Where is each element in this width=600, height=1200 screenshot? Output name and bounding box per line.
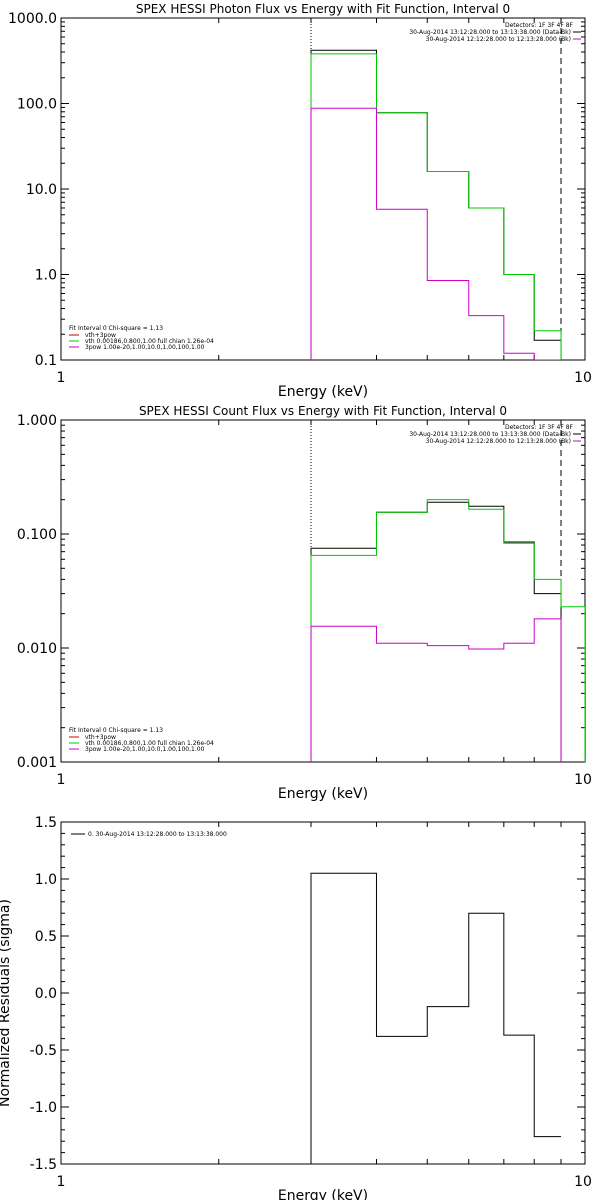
- y-tick-label: -0.5: [30, 1043, 57, 1059]
- series-line-0: [310, 872, 562, 1164]
- plot-3: 1.5 1.0 0.5 0.0 -0.5 -1.0 -1.51 10 Energy (keV) N…: [0, 815, 592, 1200]
- legend-entry: vth+3pow: [85, 332, 116, 339]
- x-axis-label: Energy (keV): [278, 1188, 368, 1200]
- y-tick-label: 1.0: [35, 872, 57, 888]
- y-axis-label: Normalized Residuals (sigma): [0, 899, 13, 1107]
- legend-entry: 0. 30-Aug-2014 13:12:28.000 to 13:13:38.…: [88, 831, 227, 838]
- x-tick-label: 1: [57, 370, 66, 386]
- y-tick-label: 0.100: [17, 527, 57, 543]
- legend-entry: 30-Aug-2014 13:12:28.000 to 13:13:38.000…: [409, 29, 571, 36]
- legend-heading: Detectors: 1F 3F 4F 8F: [505, 22, 574, 29]
- y-tick-label: 0.5: [35, 929, 57, 945]
- legend-heading: Fit Interval 0 Chi-square = 1.13: [69, 727, 163, 734]
- y-tick-label: 10.0: [26, 182, 57, 198]
- y-tick-label: -1.0: [30, 1100, 57, 1116]
- plot-1: SPEX HESSI Photon Flux vs Energy with Fi…: [8, 2, 592, 400]
- y-tick-label: 1.0: [35, 268, 57, 284]
- plot-title: SPEX HESSI Count Flux vs Energy with Fit…: [139, 404, 507, 418]
- x-tick-label: 1: [57, 772, 66, 788]
- plot-2: SPEX HESSI Count Flux vs Energy with Fit…: [17, 404, 592, 802]
- series-line-1: [310, 499, 585, 762]
- y-tick-label: 100.0: [17, 97, 57, 113]
- y-tick-label: 1000.0: [8, 11, 57, 27]
- x-tick-label: 10: [574, 370, 592, 386]
- legend-entry: vth+3pow: [85, 734, 116, 741]
- plot-frame: [60, 17, 586, 361]
- legend-bottom-left: Fit Interval 0 Chi-square = 1.13vth+3pow…: [69, 727, 214, 753]
- plot-title: SPEX HESSI Photon Flux vs Energy with Fi…: [136, 2, 510, 16]
- x-tick-label: 10: [574, 772, 592, 788]
- series-line-2: [310, 618, 562, 762]
- legend-entry: 3pow 1.00e-20,1.00,10.0,1.00,100,1.00: [85, 344, 205, 351]
- y-tick-label: 1.000: [17, 413, 57, 429]
- series-line-0: [310, 501, 562, 762]
- y-tick-label: 0.010: [17, 641, 57, 657]
- x-tick-label: 10: [574, 1174, 592, 1190]
- plot-frame: [60, 419, 586, 763]
- y-tick-label: 0.0: [35, 986, 57, 1002]
- y-tick-label: 0.1: [35, 353, 57, 369]
- legend-entry: 30-Aug-2014 13:12:28.000 to 13:13:38.000…: [409, 431, 571, 438]
- legend-entry: 30-Aug-2014 12:12:28.000 to 12:13:28.000…: [426, 36, 571, 43]
- legend-heading: Detectors: 1F 3F 4F 8F: [505, 424, 574, 431]
- y-tick-label: 1.5: [35, 815, 57, 831]
- x-tick-label: 1: [57, 1174, 66, 1190]
- legend-entry: 3pow 1.00e-20,1.00,10.0,1.00,100,1.00: [85, 746, 205, 753]
- legend-bottom-left: Fit Interval 0 Chi-square = 1.13vth+3pow…: [69, 325, 214, 351]
- y-tick-label: 0.001: [17, 755, 57, 771]
- x-axis-label: Energy (keV): [278, 786, 368, 802]
- series-line-1: [310, 53, 562, 360]
- legend-heading: Fit Interval 0 Chi-square = 1.13: [69, 325, 163, 332]
- legend-entry: vth 0.00186,0.800,1.00 full chian 1.26e-…: [85, 338, 214, 345]
- series-line-0: [310, 49, 562, 360]
- legend-entry: vth 0.00186,0.800,1.00 full chian 1.26e-…: [85, 740, 214, 747]
- legend-entry: 30-Aug-2014 12:12:28.000 to 12:13:28.000…: [426, 438, 571, 445]
- x-axis-label: Energy (keV): [278, 384, 368, 400]
- series-line-2: [310, 107, 562, 360]
- legend-top-left: 0. 30-Aug-2014 13:12:28.000 to 13:13:38.…: [71, 831, 227, 838]
- y-tick-label: -1.5: [30, 1157, 57, 1173]
